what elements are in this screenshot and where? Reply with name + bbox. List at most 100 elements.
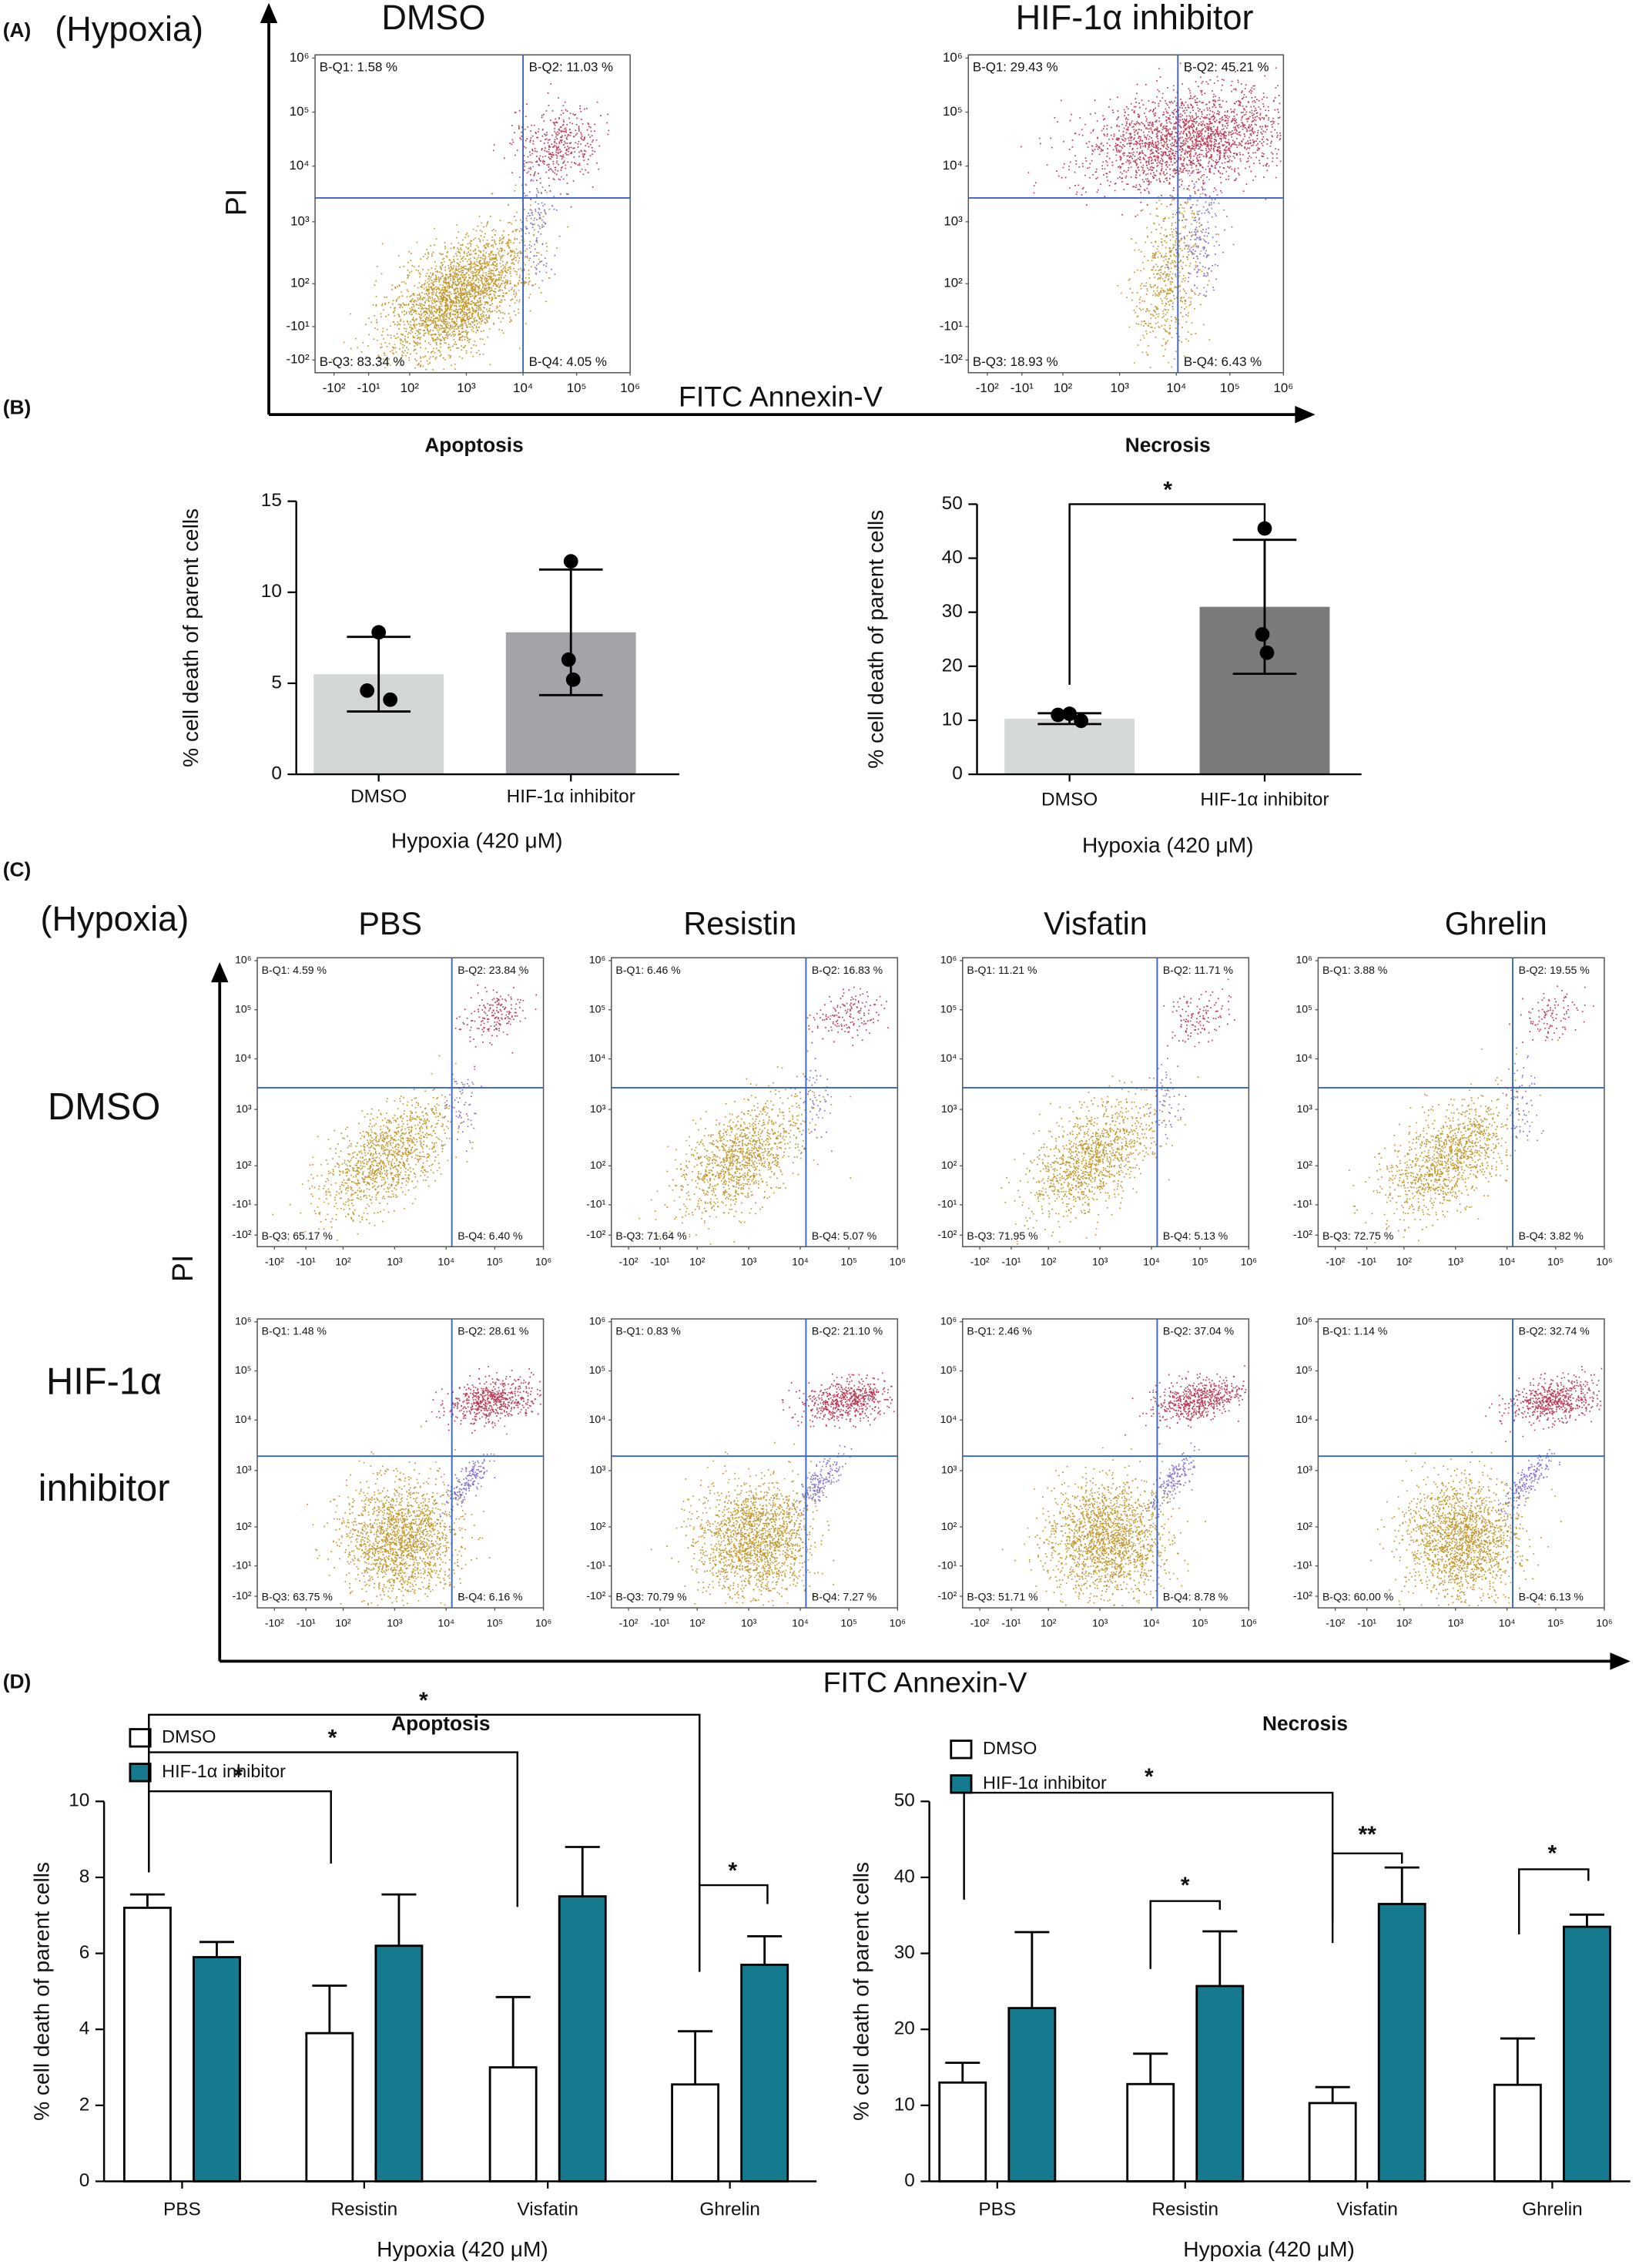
quadrant-label: B-Q1: 3.88 %: [1322, 964, 1387, 976]
bar: [122, 1907, 172, 2182]
y-tick-label: 10⁵: [589, 1364, 605, 1376]
y-axis-label: PI: [166, 1255, 199, 1282]
chart-title: Necrosis: [1262, 1712, 1348, 1735]
row-label: DMSO: [48, 1086, 160, 1128]
error-bar: [1569, 1913, 1604, 1927]
quadrant-label: B-Q4: 4.05 %: [529, 354, 607, 369]
quadrant-label: B-Q2: 11.71 %: [1163, 964, 1233, 976]
error-bar: [1014, 1931, 1050, 2008]
y-tick-label: 20: [894, 2018, 915, 2039]
y-tick-label: 10: [942, 709, 963, 730]
y-tick-label: 4: [79, 2018, 90, 2039]
y-tick-label: 10²: [1297, 1520, 1313, 1532]
significance-label: *: [1181, 1873, 1190, 1898]
x-tick-label: -10²: [265, 1616, 284, 1629]
x-tick-label: 10⁵: [487, 1256, 503, 1268]
x-tick-label: -10¹: [1001, 1616, 1021, 1629]
event-cloud: [1369, 1451, 1562, 1606]
y-tick-label: 0: [952, 763, 963, 784]
event-cloud: [794, 1050, 833, 1152]
y-tick-label: -10¹: [937, 1198, 957, 1210]
error-bar: [495, 1995, 531, 2068]
quadrant-label: B-Q1: 0.83 %: [615, 1325, 680, 1337]
data-point: [1062, 706, 1078, 721]
significance-bracket: [963, 1791, 1334, 1921]
y-tick-label: 20: [942, 655, 963, 676]
y-tick-label: 10³: [236, 1464, 252, 1476]
significance-bracket: [1149, 1900, 1222, 1969]
event-cloud: [789, 1444, 853, 1516]
quadrant-label: B-Q3: 51.71 %: [967, 1591, 1037, 1603]
y-tick-label: 15: [261, 490, 282, 511]
x-tick-label: 10³: [1092, 1256, 1108, 1268]
x-tick-label: 10⁶: [535, 1616, 551, 1629]
bar: [671, 2083, 720, 2182]
legend-swatch: [129, 1763, 152, 1783]
row-label: inhibitor: [39, 1468, 170, 1509]
quadrant-label: B-Q1: 29.43 %: [973, 60, 1058, 75]
x-tick-label: -10¹: [297, 1616, 316, 1629]
x-axis-label: FITC Annexin-V: [823, 1666, 1027, 1698]
quadrant-label: B-Q3: 70.79 %: [615, 1591, 686, 1603]
bar: [1377, 1903, 1426, 2182]
x-tick-label: -10¹: [297, 1256, 316, 1268]
plot-frame: [314, 54, 631, 374]
bar: [488, 2066, 538, 2182]
y-tick-label: 10²: [1297, 1159, 1313, 1171]
x-tick-label: 10⁶: [890, 1616, 906, 1629]
y-tick-label: 10²: [590, 1520, 606, 1532]
error-bar: [199, 1941, 234, 1958]
quadrant-label: B-Q2: 19.55 %: [1519, 964, 1590, 976]
y-tick-label: -10¹: [586, 1198, 605, 1210]
bar: [1308, 2102, 1357, 2182]
arrow-head: [1610, 1652, 1631, 1670]
y-tick-label: 10²: [290, 276, 310, 290]
plot-title: DMSO: [381, 0, 485, 37]
x-tick-label: -10¹: [1357, 1616, 1376, 1629]
significance-label: **: [1359, 1822, 1377, 1847]
x-tick-label: 10⁵: [1547, 1616, 1564, 1629]
event-cloud: [782, 1372, 895, 1429]
y-tick-label: -10¹: [940, 318, 963, 333]
y-tick-label: 10⁴: [235, 1413, 252, 1425]
bar: [1563, 1925, 1611, 2182]
significance-label: *: [1163, 477, 1172, 502]
error-bar: [1384, 1866, 1419, 1904]
x-tick-label: 10⁵: [1220, 381, 1240, 395]
x-tick-label: DMSO: [350, 787, 407, 807]
data-point: [563, 554, 578, 569]
significance-bracket: [1331, 1852, 1403, 1944]
y-tick-label: 50: [894, 1790, 915, 1811]
y-tick-label: 10²: [590, 1159, 606, 1171]
quadrant-label: B-Q2: 16.83 %: [812, 964, 883, 976]
x-tick-label: 10⁶: [620, 381, 640, 395]
bar: [1493, 2083, 1542, 2182]
x-tick-label: PBS: [978, 2199, 1016, 2219]
event-cloud: [1125, 1365, 1247, 1445]
x-tick-label: -10²: [970, 1256, 990, 1268]
error-bar: [747, 1934, 783, 1965]
plot-frame: [611, 957, 899, 1248]
x-tick-label: 10⁴: [792, 1616, 809, 1629]
y-tick-label: 10²: [944, 276, 963, 290]
y-tick-label: 10⁵: [589, 1002, 605, 1015]
bar: [1004, 718, 1135, 775]
y-tick-label: 10⁶: [1295, 1314, 1312, 1327]
quadrant-label: B-Q1: 1.14 %: [1322, 1325, 1387, 1337]
x-tick-label: 10⁴: [437, 1616, 454, 1629]
y-tick-label: 10²: [236, 1520, 252, 1532]
y-tick-label: 40: [942, 547, 963, 568]
y-tick-label: 5: [271, 672, 282, 693]
bar: [374, 1944, 424, 2182]
quadrant-label: B-Q4: 6.40 %: [458, 1230, 522, 1242]
x-tick-label: 10³: [457, 381, 476, 395]
y-tick-label: 10³: [590, 1464, 606, 1476]
quadrant-label: B-Q1: 4.59 %: [262, 964, 327, 976]
quadrant-label: B-Q2: 45.21 %: [1184, 60, 1269, 75]
y-tick-label: 10⁶: [943, 50, 963, 65]
x-tick-label: -10²: [619, 1256, 639, 1268]
significance-bracket: [148, 1790, 332, 1873]
x-axis-label: Hypoxia (420 μM): [1082, 833, 1254, 857]
x-tick-label: 10⁴: [1143, 1256, 1160, 1268]
legend-label: HIF-1α inhibitor: [162, 1761, 286, 1781]
